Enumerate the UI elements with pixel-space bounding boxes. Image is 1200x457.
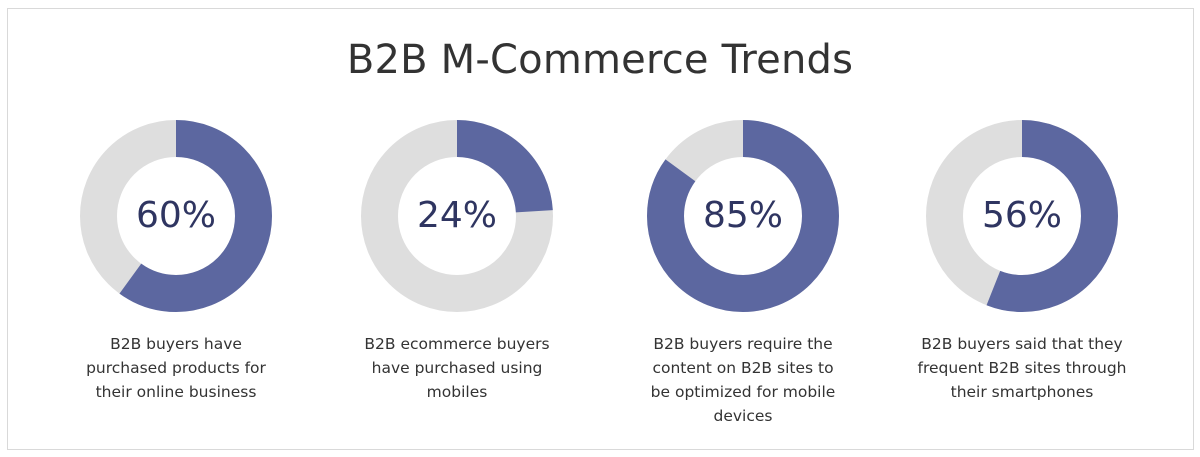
caption-line: their smartphones (950, 383, 1094, 401)
donut-chart (647, 120, 839, 312)
caption-line: devices (713, 407, 773, 425)
percent-label: 60% (135, 195, 216, 236)
caption-line: content on B2B sites to (652, 359, 834, 377)
caption: B2B ecommerce buyers have purchased usin… (337, 332, 577, 404)
percent-label: 85% (702, 195, 783, 236)
donut-value-arc (80, 120, 272, 312)
caption-line: B2B buyers said that they (921, 335, 1123, 353)
caption-line: have purchased using (371, 359, 543, 377)
donut-chart (361, 120, 553, 312)
donut-chart (80, 120, 272, 312)
caption-line: mobiles (426, 383, 488, 401)
caption: B2B buyers require the content on B2B si… (623, 332, 863, 428)
donut-svg (80, 120, 272, 312)
donut-chart (926, 120, 1118, 312)
caption-line: frequent B2B sites through (917, 359, 1127, 377)
caption-line: B2B buyers have (110, 335, 242, 353)
percent-label: 24% (416, 195, 497, 236)
donut-svg (926, 120, 1118, 312)
chart-frame (7, 8, 1194, 450)
donut-svg (647, 120, 839, 312)
donut-value-arc (361, 120, 553, 312)
donut-value-arc (647, 120, 839, 312)
caption-line: their online business (95, 383, 257, 401)
caption: B2B buyers said that they frequent B2B s… (902, 332, 1142, 404)
caption-line: B2B ecommerce buyers (364, 335, 550, 353)
percent-label: 56% (981, 195, 1062, 236)
caption-line: B2B buyers require the (653, 335, 833, 353)
donut-value-arc (926, 120, 1118, 312)
chart-title: B2B M-Commerce Trends (346, 37, 854, 83)
donut-svg (361, 120, 553, 312)
caption-line: be optimized for mobile (650, 383, 836, 401)
caption: B2B buyers have purchased products for t… (56, 332, 296, 404)
caption-line: purchased products for (86, 359, 266, 377)
